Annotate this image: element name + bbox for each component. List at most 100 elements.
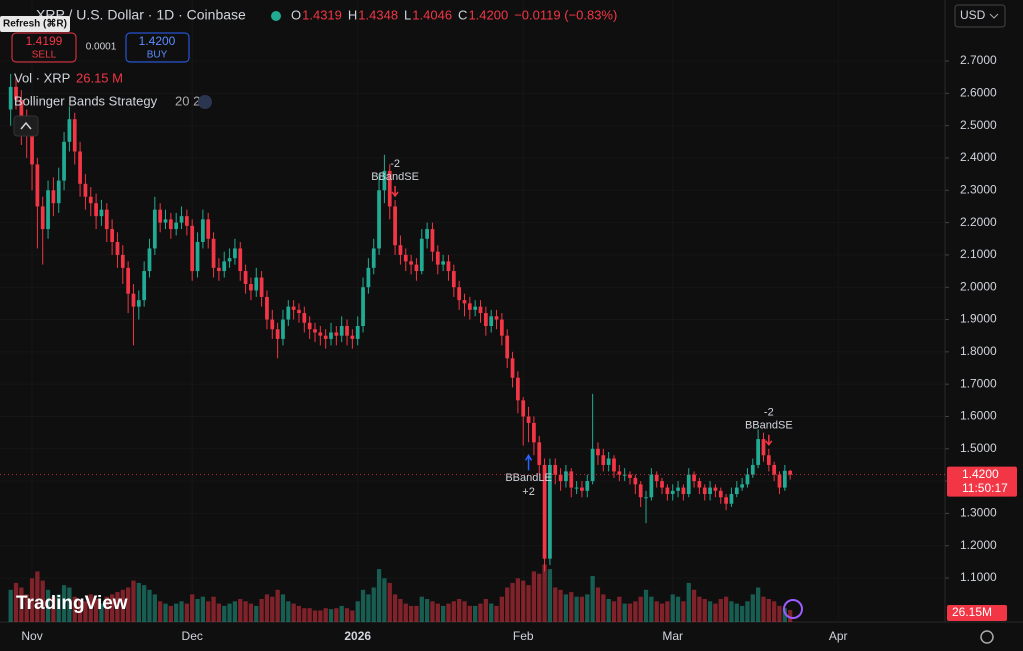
- candle-body: [275, 329, 280, 339]
- volume-bar: [761, 596, 766, 622]
- volume-bar: [697, 596, 702, 622]
- volume-title: Vol · XRP: [14, 70, 70, 85]
- y-tick-label: 1.3000: [960, 506, 997, 520]
- signal-arrow: [391, 185, 399, 198]
- y-tick-label: 1.7000: [960, 376, 997, 390]
- buy-button[interactable]: [125, 32, 190, 63]
- candle-body: [686, 474, 691, 495]
- candle-body: [665, 487, 670, 495]
- candle-body: [339, 326, 344, 336]
- candle-body: [126, 267, 131, 294]
- candle-body: [217, 267, 221, 272]
- volume-bar: [200, 596, 206, 622]
- candle-body: [724, 497, 728, 504]
- candle-body: [345, 326, 349, 336]
- volume-bar: [622, 603, 627, 622]
- volume-bar: [745, 601, 750, 622]
- candle-body: [537, 442, 542, 465]
- candle-body: [670, 490, 675, 495]
- assistant-icon[interactable]: [783, 599, 803, 619]
- candle-body: [532, 422, 536, 443]
- volume-bar: [585, 594, 590, 622]
- x-tick-label: Mar: [662, 629, 683, 643]
- candle-body: [99, 209, 104, 217]
- volume-bar: [665, 601, 670, 622]
- candle-body: [115, 241, 120, 255]
- x-tick-label: 2026: [344, 629, 371, 643]
- signal-label: BBandSE: [371, 171, 419, 183]
- volume-bar: [307, 608, 312, 622]
- candle-body: [548, 464, 552, 559]
- candle-body: [104, 209, 109, 230]
- settings-icon[interactable]: [980, 630, 994, 644]
- volume-bar: [371, 587, 376, 622]
- y-tick-label: 1.5000: [960, 441, 997, 455]
- candle-body: [350, 335, 355, 339]
- volume-bar: [515, 578, 521, 622]
- change: −0.0119 (−0.83%): [514, 7, 617, 22]
- volume-bar: [478, 603, 483, 622]
- candle-body: [67, 119, 72, 142]
- candle-body: [168, 219, 173, 230]
- volume-bar: [489, 603, 494, 622]
- volume-bar: [195, 599, 200, 622]
- candle-body: [158, 209, 163, 223]
- volume-bar: [531, 571, 537, 622]
- candle-body: [72, 119, 77, 152]
- volume-bar: [627, 603, 633, 622]
- volume-bar: [152, 594, 157, 622]
- candle-body: [56, 180, 61, 204]
- candle-body: [14, 86, 18, 100]
- chart-title: XRP / U.S. Dollar · 1D · Coinbase: [36, 7, 246, 23]
- candle-body: [35, 164, 40, 207]
- ohlc-label: H: [348, 7, 357, 22]
- candle-body: [281, 319, 285, 339]
- volume-bar: [339, 605, 344, 622]
- ohlc-value: 1.4319: [302, 7, 342, 22]
- sell-button[interactable]: [11, 32, 77, 63]
- volume-bar: [403, 603, 408, 622]
- volume-bar: [387, 582, 392, 622]
- volume-bar: [788, 609, 793, 622]
- volume-bar: [120, 589, 125, 622]
- collapse-button[interactable]: [13, 115, 39, 137]
- x-tick-label: Feb: [513, 629, 534, 643]
- indicator-icon[interactable]: [198, 95, 212, 109]
- candle-body: [323, 335, 328, 339]
- volume-bar: [505, 587, 510, 622]
- volume-bar: [510, 582, 515, 622]
- candle-body: [88, 196, 93, 204]
- candle-body: [313, 329, 317, 333]
- volume-bar: [104, 596, 109, 622]
- volume-bar: [574, 596, 579, 622]
- volume-bar: [99, 603, 104, 622]
- volume-bar: [739, 605, 745, 622]
- candle-body: [516, 377, 520, 401]
- candle-body: [163, 219, 168, 223]
- volume-bar: [126, 587, 131, 622]
- currency-box[interactable]: [954, 4, 1006, 28]
- candle-body: [206, 219, 211, 239]
- candle-body: [131, 293, 136, 307]
- volume-bar: [392, 594, 398, 622]
- volume-bar: [222, 605, 227, 622]
- y-tick-label: 2.4000: [960, 150, 997, 164]
- x-tick-label: Dec: [182, 629, 203, 643]
- candle-body: [184, 216, 189, 226]
- volume-bar: [553, 587, 558, 622]
- volume-axis-label: 26.15M: [952, 605, 992, 619]
- volume-value: 26.15 M: [76, 70, 123, 85]
- volume-bar: [184, 603, 189, 622]
- volume-bar: [606, 599, 611, 622]
- buy-label: BUY: [147, 50, 168, 61]
- candle-body: [46, 190, 50, 230]
- volume-bar: [360, 589, 366, 622]
- candle-body: [441, 261, 446, 265]
- volume-bar: [376, 569, 382, 622]
- candle-body: [692, 474, 696, 482]
- y-tick-label: 1.1000: [960, 570, 997, 584]
- candle-body: [542, 464, 547, 559]
- volume-bar: [494, 605, 499, 622]
- currency: USD: [960, 8, 986, 22]
- x-tick-label: Apr: [829, 629, 848, 643]
